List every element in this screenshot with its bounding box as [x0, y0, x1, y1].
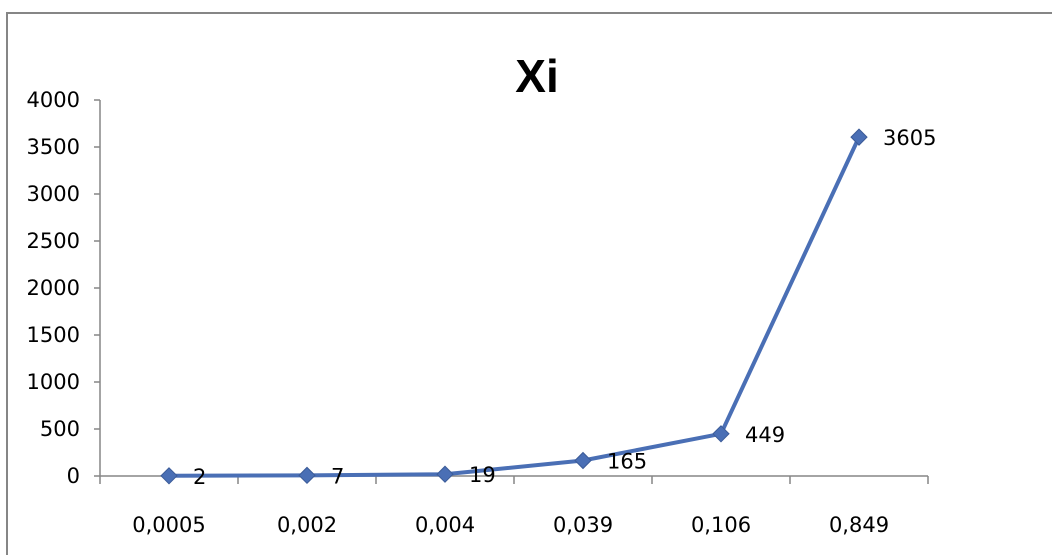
data-label: 2 [193, 465, 206, 489]
data-point-marker [712, 425, 730, 443]
y-tick-label: 500 [40, 417, 80, 441]
y-tick-label: 2000 [27, 276, 80, 300]
data-label: 3605 [883, 126, 936, 150]
x-tick-label: 0,002 [277, 513, 337, 537]
axis-ticks: 0 500 1000 1500 2000 2500 3000 3500 4000 0,0005 0,… [27, 88, 929, 537]
data-point-marker [436, 465, 454, 483]
y-tick-label: 4000 [27, 88, 80, 112]
series-line [168, 136, 861, 478]
x-tick-label: 0,004 [415, 513, 475, 537]
data-label: 19 [469, 463, 496, 487]
x-tick-label: 0,849 [829, 513, 889, 537]
y-tick-label: 1500 [27, 323, 80, 347]
y-tick-label: 1000 [27, 370, 80, 394]
chart-title: Xi [515, 50, 558, 102]
x-tick-label: 0,039 [553, 513, 613, 537]
data-point-marker [850, 128, 868, 146]
x-tick-label: 0,106 [691, 513, 751, 537]
data-label: 7 [331, 464, 344, 488]
y-tick-label: 3500 [27, 135, 80, 159]
data-point-marker [298, 466, 316, 485]
data-label: 165 [607, 449, 647, 473]
data-point-marker [160, 467, 178, 485]
y-tick-label: 3000 [27, 182, 80, 206]
data-label: 449 [745, 423, 785, 447]
y-tick-label: 2500 [27, 229, 80, 253]
data-labels-group: 2 7 19 165 449 3605 [193, 126, 936, 489]
x-tick-label: 0,0005 [132, 513, 205, 537]
series-group [160, 128, 868, 485]
y-tick-label: 0 [67, 464, 80, 488]
data-point-marker [574, 451, 592, 470]
